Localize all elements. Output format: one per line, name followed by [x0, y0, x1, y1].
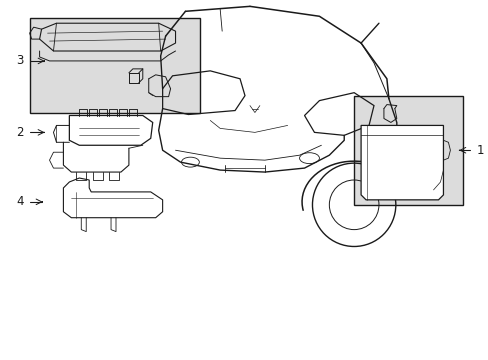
Text: 1: 1 — [475, 144, 483, 157]
Polygon shape — [360, 125, 443, 200]
Bar — [353, 96, 462, 205]
Bar — [30, 18, 200, 113]
Text: 4: 4 — [16, 195, 23, 208]
Text: 2: 2 — [16, 126, 23, 139]
Text: 3: 3 — [16, 54, 23, 67]
